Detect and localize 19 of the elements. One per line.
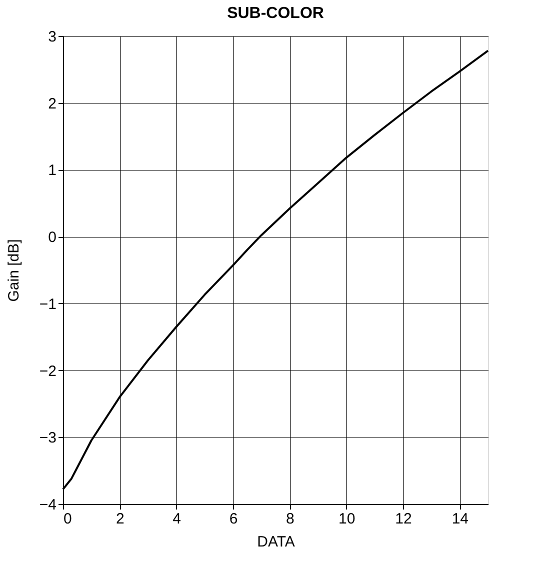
y-tick-label: −3 xyxy=(39,430,56,447)
y-tick-label: −4 xyxy=(39,496,56,514)
y-tick-label: 1 xyxy=(48,162,56,180)
x-tick-label: 6 xyxy=(229,510,238,528)
x-tick-label: 12 xyxy=(395,510,412,528)
y-tick-label: 2 xyxy=(48,95,56,112)
x-tick-label: 2 xyxy=(116,510,124,528)
x-axis-title: DATA xyxy=(257,534,295,550)
x-tick-label: 10 xyxy=(338,510,356,528)
y-tick-label: 3 xyxy=(48,28,56,46)
y-tick-label: −1 xyxy=(39,296,56,313)
x-tick-label: 0 xyxy=(64,510,72,528)
x-tick-label: 14 xyxy=(452,510,469,528)
y-tick-label: 0 xyxy=(48,229,56,246)
x-tick-label: 4 xyxy=(172,510,182,528)
x-tick-label: 8 xyxy=(286,510,294,528)
y-axis-title: Gain [dB] xyxy=(5,239,22,302)
y-tick-label: −2 xyxy=(39,362,56,380)
chart-title: SUB-COLOR xyxy=(227,5,324,22)
